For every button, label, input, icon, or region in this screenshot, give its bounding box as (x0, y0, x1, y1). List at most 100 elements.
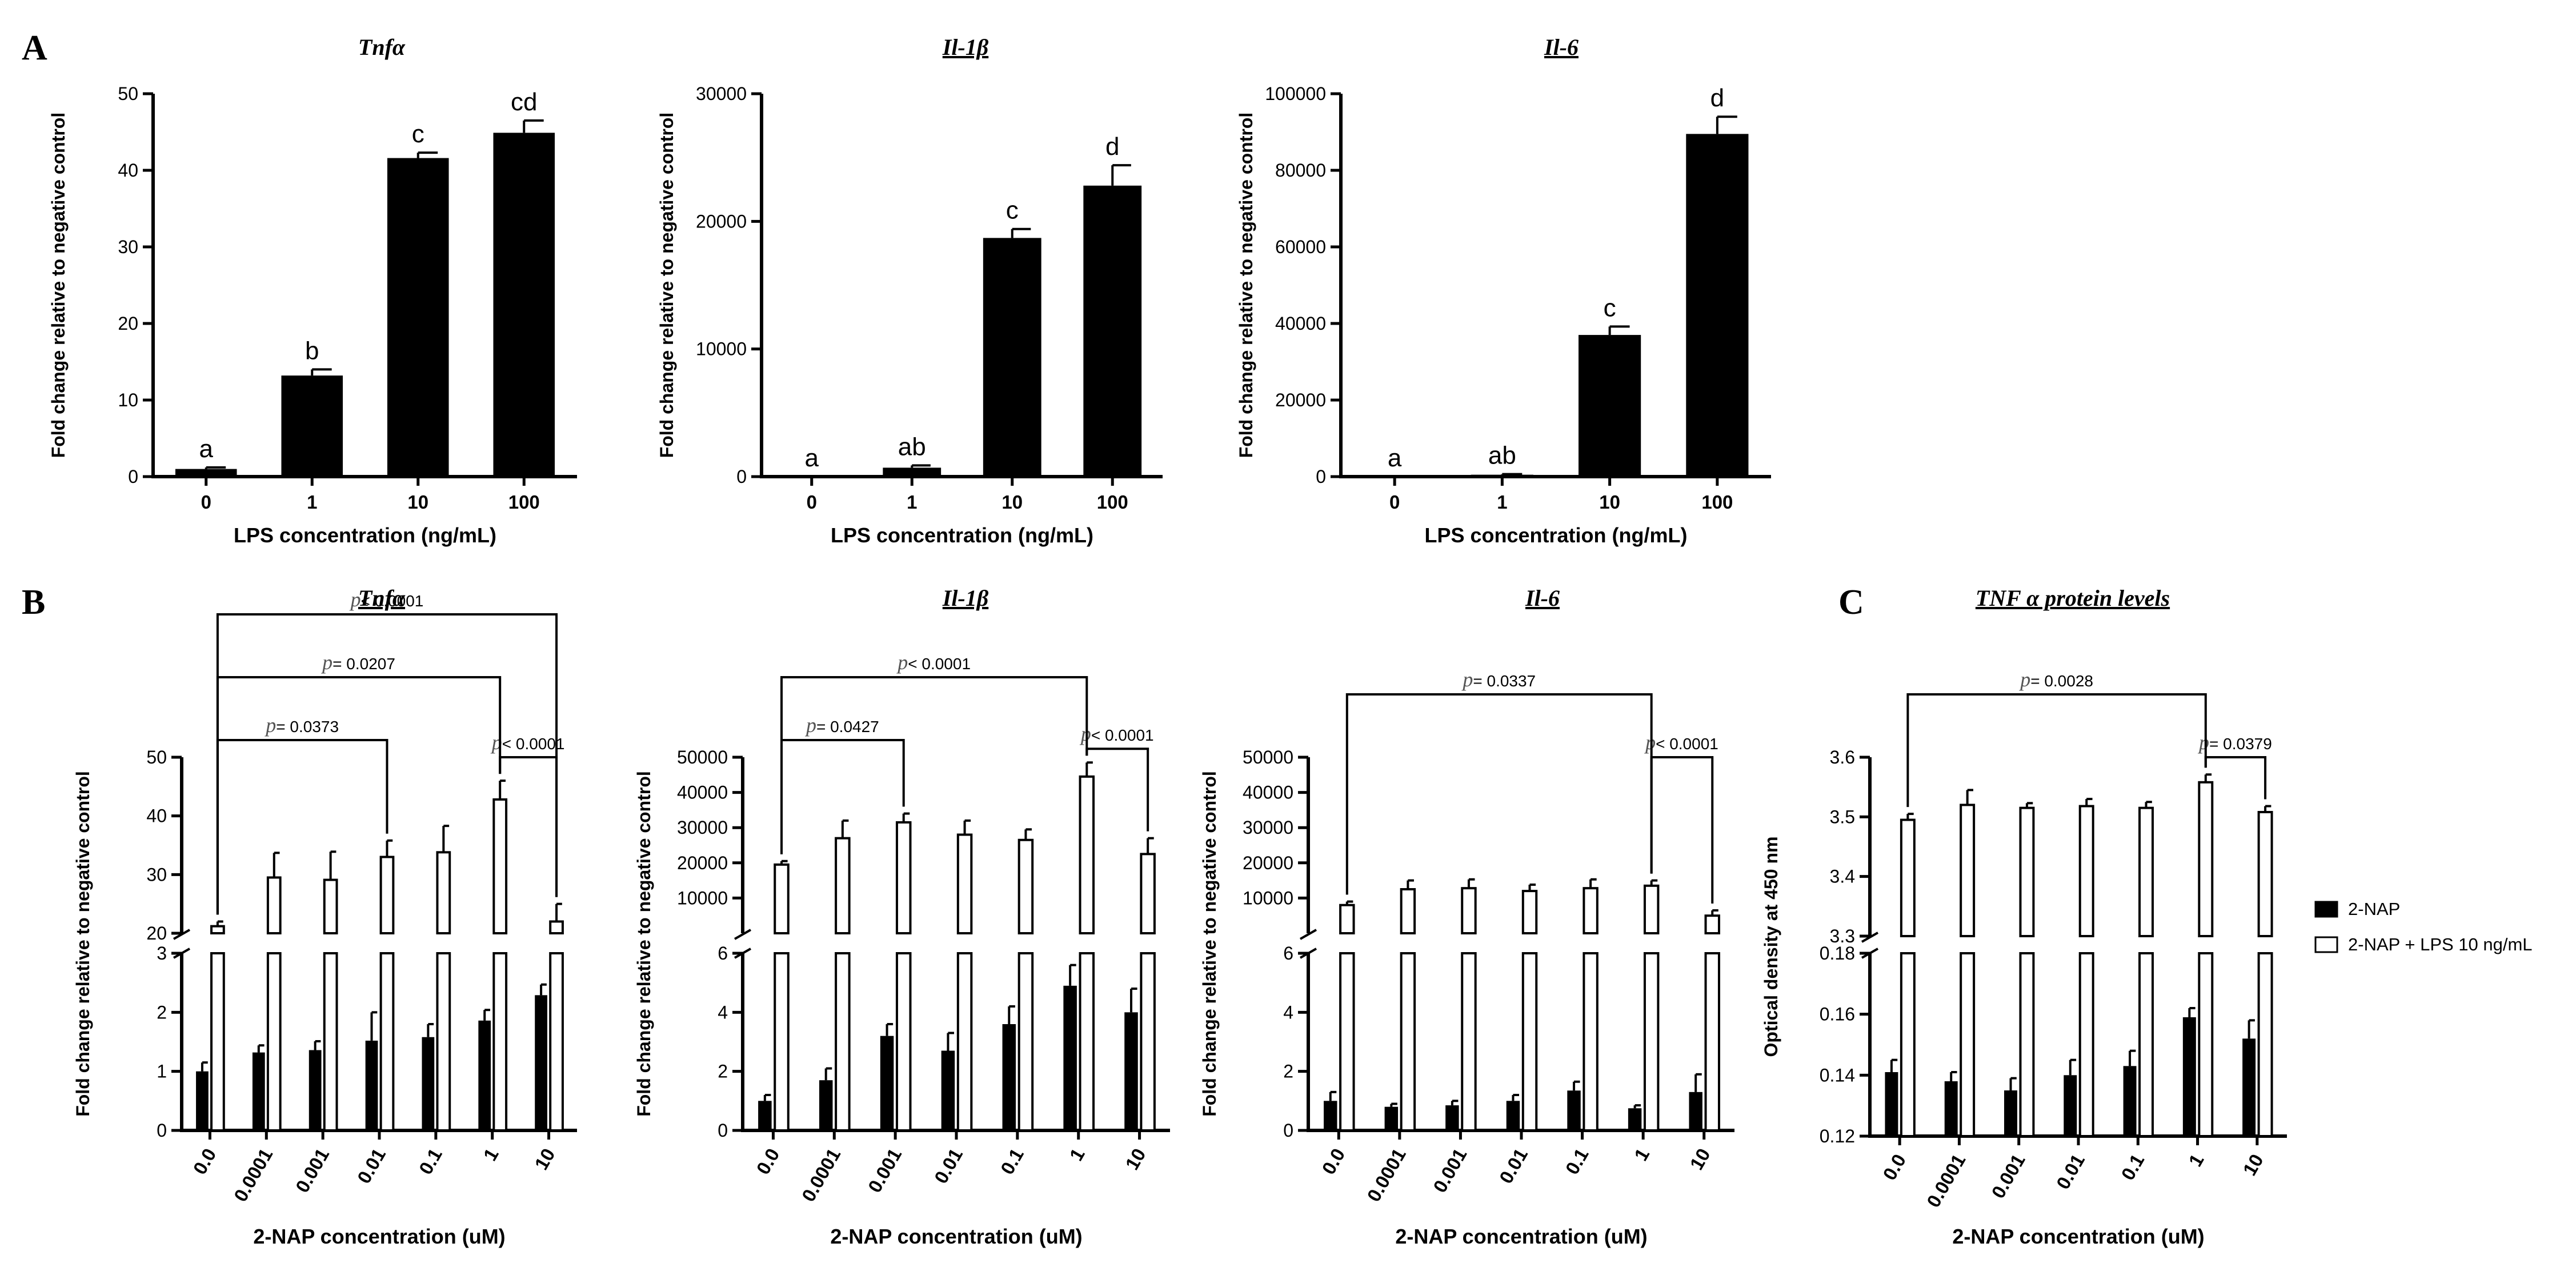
bar-2nap (535, 995, 547, 1130)
bar-2nap-lps-lower (774, 952, 790, 1132)
significance-letter: c (412, 120, 424, 148)
bar-2nap (1063, 985, 1077, 1130)
y-tick-label: 20 (118, 313, 138, 334)
x-tick-label: 0.0 (752, 1145, 784, 1178)
bar-2nap-lps (1704, 914, 1720, 934)
significance-letter: b (305, 337, 319, 365)
bar-2nap-lps (2257, 810, 2273, 938)
x-tick-label: 10 (2239, 1150, 2267, 1179)
y-tick-label: 6 (1283, 943, 1293, 964)
x-axis-label: 2-NAP concentration (uM) (830, 1225, 1082, 1248)
y-tick-label: 2 (157, 1002, 167, 1022)
bar-2nap-lps (1900, 818, 1916, 938)
bar-2nap-lps (895, 821, 912, 934)
x-tick-label: 0.1 (1561, 1145, 1593, 1178)
y-tick-label: 3.6 (1830, 747, 1855, 768)
bar-2nap-lps (1521, 890, 1538, 934)
bar-2nap (2064, 1075, 2077, 1136)
p-value-label: p< 0.0001 (349, 588, 424, 611)
bar-2nap-lps-lower (1140, 952, 1156, 1132)
significance-bracket (216, 676, 502, 915)
significance-bracket (1085, 748, 1149, 832)
x-tick-label: 1 (2184, 1150, 2208, 1170)
y-tick-label: 1 (157, 1061, 167, 1082)
bar-2nap (252, 1052, 265, 1130)
p-value-label: p= 0.0207 (321, 651, 395, 674)
p-value-label: p< 0.0001 (490, 731, 565, 754)
bar-2nap-lps (436, 851, 451, 934)
chart-title-a_tnfa: Tnfα (358, 34, 406, 60)
y-tick-label: 4 (1283, 1002, 1293, 1022)
y-tick-label: 20 (146, 923, 167, 944)
x-tick-label: 0 (807, 491, 817, 513)
chart-a_il6: Il-6 0 20000 40000 60000 80000 100000 a 0 ab 1 c 10 d… (1236, 34, 1771, 547)
y-axis-label: Fold change relative to negative control (48, 113, 69, 458)
bar-2nap (1506, 1101, 1520, 1130)
significance-bracket (1345, 693, 1653, 895)
bar-2nap-lps-lower (492, 952, 508, 1132)
significance-letter: ab (898, 433, 926, 461)
y-tick-label: 10000 (677, 888, 728, 908)
y-tick-label: 60000 (1275, 237, 1326, 257)
y-tick-label: 0 (1316, 466, 1326, 487)
x-tick-label: 0.1 (996, 1145, 1028, 1178)
bar-2nap-lps-lower (1339, 952, 1355, 1132)
x-tick-label: 1 (907, 491, 917, 513)
bar-2nap-lps (1461, 887, 1477, 934)
p-value-label: p= 0.0379 (2197, 731, 2272, 754)
significance-bracket (216, 613, 558, 915)
significance-letter: d (1105, 133, 1119, 161)
x-tick-label: 10 (1121, 1145, 1149, 1173)
legend-label-2nap: 2-NAP (2348, 899, 2400, 919)
legend-swatch-2nap-lps (2314, 936, 2338, 953)
y-tick-label: 6 (718, 943, 728, 964)
bar-2nap (1002, 1024, 1016, 1130)
bar-2nap-lps (1140, 853, 1156, 935)
x-tick-label: 1 (1065, 1145, 1089, 1164)
y-tick-label: 80000 (1275, 160, 1326, 181)
x-tick-label: 0.0 (1878, 1150, 1910, 1184)
bar-2nap (2242, 1038, 2256, 1136)
axis-break-mark (1300, 929, 1317, 940)
bar-2nap-lps-lower (1704, 952, 1720, 1132)
x-tick-label: 0.0001 (230, 1145, 277, 1205)
x-tick-label: 0 (1389, 491, 1400, 513)
x-tick-label: 0.0 (1317, 1145, 1349, 1178)
chart-title-b_tnfa: Tnfα (358, 585, 406, 611)
x-tick-label: 0 (201, 491, 211, 513)
bar-2nap-lps-lower (2019, 952, 2035, 1137)
bar-2nap-lps (1017, 838, 1034, 935)
bar-2nap (1384, 1106, 1399, 1130)
x-tick-label: 100 (1097, 491, 1128, 513)
bar-2nap (2004, 1090, 2017, 1136)
chart-title-b_il1b: Il-1β (942, 585, 989, 611)
significance-letter: a (805, 444, 819, 472)
significance-bracket (1906, 693, 2207, 808)
bar-2nap (309, 1050, 322, 1130)
bar-2nap (2182, 1017, 2196, 1136)
bar-2nap (1567, 1090, 1581, 1130)
x-axis-label: LPS concentration (ng/mL) (234, 523, 496, 547)
bar-2nap (1885, 1072, 1898, 1136)
bar-2nap (365, 1040, 378, 1130)
bar-2nap-lps (835, 837, 851, 935)
x-tick-label: 100 (508, 491, 540, 513)
y-tick-label: 0 (1283, 1120, 1293, 1141)
bar-2nap (196, 1071, 209, 1130)
bar (493, 133, 555, 477)
y-tick-label: 10 (118, 390, 138, 410)
chart-title-b_il6: Il-6 (1525, 585, 1560, 611)
x-tick-label: 0.01 (1495, 1145, 1532, 1187)
y-tick-label: 40 (118, 160, 138, 181)
bar-2nap (2123, 1066, 2137, 1136)
y-tick-label: 40000 (1275, 313, 1326, 334)
bar-2nap-lps-lower (1521, 952, 1538, 1132)
bar (1579, 335, 1641, 477)
significance-bracket (1650, 756, 1714, 904)
y-tick-label: 0 (718, 1120, 728, 1141)
significance-letter: a (1388, 444, 1402, 472)
bar-2nap-lps (2138, 806, 2154, 938)
bar-2nap (1324, 1101, 1337, 1130)
x-tick-label: 1 (1630, 1145, 1653, 1164)
bar-2nap-lps-lower (1079, 952, 1095, 1132)
